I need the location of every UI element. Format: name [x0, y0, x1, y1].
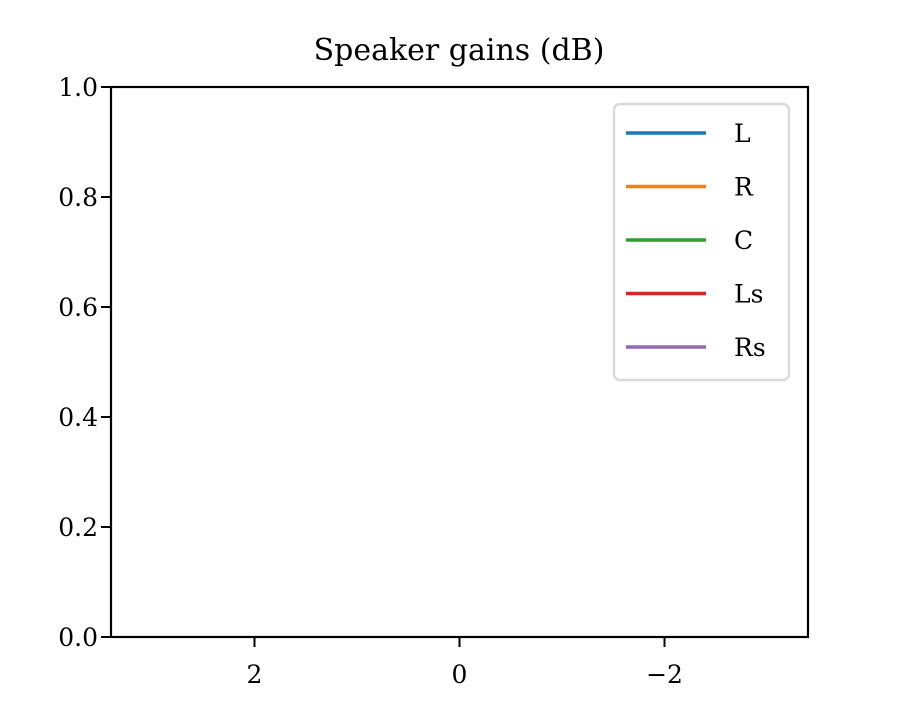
legend-label: Ls [734, 280, 763, 309]
legend-item-rs: Rs [626, 333, 766, 362]
y-axis: 0.0 0.2 0.4 0.6 0.8 1.0 [58, 73, 111, 652]
legend-item-ls: Ls [626, 280, 763, 309]
x-tick-label: −2 [646, 660, 683, 689]
y-tick-label: 0.0 [58, 623, 98, 652]
x-axis: 2 0 −2 [247, 637, 683, 689]
legend-label: R [734, 173, 754, 202]
chart-title: Speaker gains (dB) [314, 33, 605, 68]
legend-label: L [734, 119, 751, 148]
y-tick-label: 0.2 [58, 513, 98, 542]
x-tick-label: 2 [247, 660, 263, 689]
legend-item-l: L [626, 119, 751, 148]
x-tick-label: 0 [452, 660, 468, 689]
legend-frame [612, 102, 791, 382]
legend: LRC Ls Rs [612, 102, 791, 382]
y-tick-label: 0.4 [58, 403, 98, 432]
legend-label: Rs [734, 333, 766, 362]
legend-label: C [734, 226, 753, 255]
y-tick-label: 0.8 [58, 183, 98, 212]
y-tick-label: 0.6 [58, 293, 98, 322]
legend-item-c: C [626, 226, 753, 255]
y-tick-label: 1.0 [58, 73, 98, 102]
legend-item-r: R [626, 173, 754, 202]
